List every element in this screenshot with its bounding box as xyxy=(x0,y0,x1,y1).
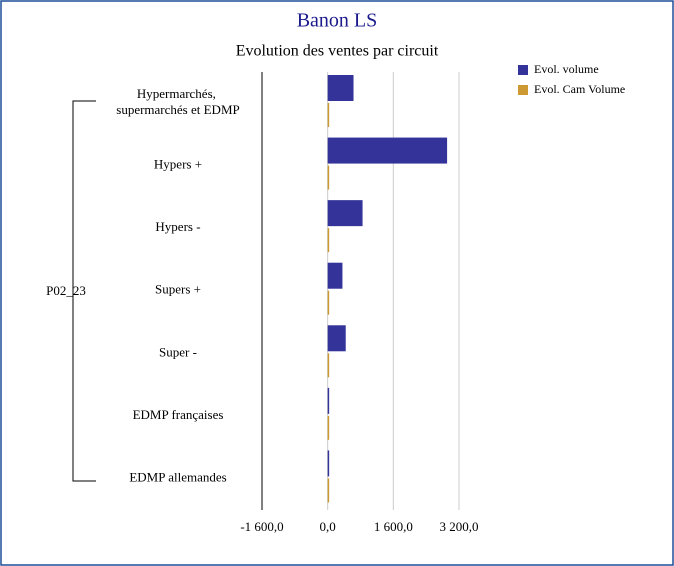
x-tick-label: 1 600,0 xyxy=(374,519,413,534)
bar xyxy=(327,387,330,414)
x-tick-label: -1 600,0 xyxy=(240,519,283,534)
legend-label: Evol. volume xyxy=(534,62,599,76)
x-tick-label: 3 200,0 xyxy=(440,519,479,534)
bar xyxy=(327,325,346,352)
bar xyxy=(327,103,330,127)
bar xyxy=(327,75,354,101)
bar xyxy=(327,478,330,503)
legend-swatch xyxy=(518,85,528,95)
legend-label: Evol. Cam Volume xyxy=(534,82,625,96)
chart-subtitle: Evolution des ventes par circuit xyxy=(236,43,439,60)
x-tick-label: 0,0 xyxy=(320,519,336,534)
legend-swatch xyxy=(518,65,528,75)
bar xyxy=(327,353,330,378)
y-tick-label: Hypers - xyxy=(155,219,200,234)
bar xyxy=(327,415,330,440)
chart-title: Banon LS xyxy=(297,10,378,32)
bar xyxy=(327,137,448,164)
bar xyxy=(327,290,330,315)
bar xyxy=(327,165,330,190)
bar xyxy=(327,228,330,253)
y-tick-label: Hypers + xyxy=(154,157,202,172)
y-tick-label: EDMP françaises xyxy=(133,407,224,422)
bar xyxy=(327,262,343,289)
y-tick-label: Hypermarchés, supermarchés et EDMP xyxy=(116,86,239,117)
y-tick-label: EDMP allemandes xyxy=(129,469,226,484)
bar xyxy=(327,200,363,227)
group-bracket xyxy=(72,100,96,482)
group-label: P02_23 xyxy=(46,283,86,298)
bar xyxy=(327,450,330,477)
y-tick-label: Super - xyxy=(159,344,197,359)
y-tick-label: Supers + xyxy=(155,282,201,297)
